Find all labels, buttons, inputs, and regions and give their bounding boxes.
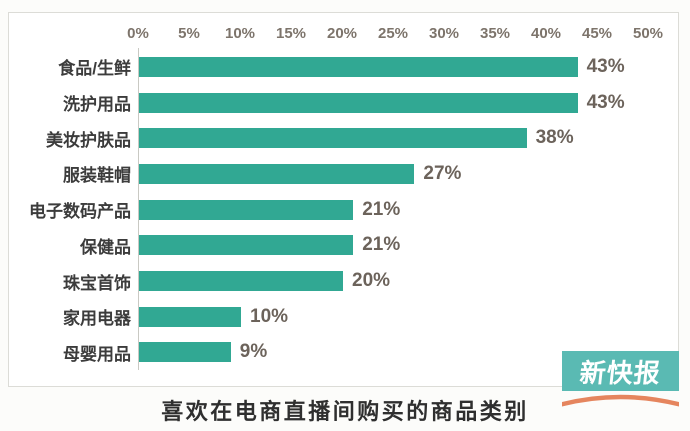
x-axis-tick-label: 40% [530,25,562,42]
x-axis-tick-label: 0% [127,25,149,42]
bar-value-label: 20% [352,270,391,292]
chart-caption: 喜欢在电商直播间购买的商品类别 [161,399,529,424]
category-label: 美妆护肤品 [46,130,131,150]
category-label: 保健品 [80,237,131,257]
bar [139,56,578,77]
category-label: 珠宝首饰 [63,273,131,293]
x-axis-tick-label: 5% [178,25,200,42]
bar-value-label: 27% [423,162,462,184]
bar-row: 食品/生鲜 43% [9,49,678,85]
x-axis-tick-label: 50% [632,25,664,42]
category-label: 电子数码产品 [29,202,131,222]
x-axis-tick-label: 10% [224,25,256,42]
bar-row: 洗护用品 43% [9,85,678,121]
bar-row: 母婴用品 9% [9,335,678,371]
x-axis-tick-label: 45% [581,25,613,42]
category-label: 服装鞋帽 [63,166,131,186]
bar [139,235,354,256]
bar-row: 保健品 21% [9,228,678,264]
x-axis-tick-label: 20% [326,25,358,42]
bar-value-label: 21% [362,234,401,256]
x-axis-tick-label: 15% [275,25,307,42]
bar [139,271,343,292]
bar-row: 美妆护肤品 38% [9,120,678,156]
bar-row: 服装鞋帽 27% [9,156,678,192]
bar [139,342,231,363]
category-label: 家用电器 [63,309,131,329]
logo-box: 新快报 [562,351,679,391]
category-label: 母婴用品 [63,344,131,364]
plot-area: 0% 5% 10% 15% 20% 25% 30% 35% 40% 45% 50% 食品/生鲜 43% 洗… [9,13,678,386]
bar-value-label: 43% [586,91,625,113]
x-axis-tick-label: 25% [377,25,409,42]
bar-value-label: 38% [535,127,574,149]
category-axis-line [138,48,139,370]
bar [139,163,415,184]
bar [139,92,578,113]
bar [139,128,527,149]
bar-value-label: 9% [239,341,268,363]
category-label: 食品/生鲜 [58,59,131,79]
logo-text: 新快报 [578,357,663,388]
newspaper-logo: 新快报 [562,351,679,408]
bar-row: 家用电器 10% [9,299,678,335]
logo-swoosh-icon [562,394,679,407]
bar-value-label: 21% [362,198,401,220]
category-label: 洗护用品 [63,95,131,115]
bar [139,199,354,220]
x-axis-tick-label: 30% [428,25,460,42]
chart-panel: 0% 5% 10% 15% 20% 25% 30% 35% 40% 45% 50% 食品/生鲜 43% 洗… [8,12,679,387]
bar-row: 电子数码产品 21% [9,192,678,228]
bar [139,306,241,327]
bar-value-label: 10% [250,305,289,327]
bar-row: 珠宝首饰 20% [9,263,678,299]
bar-value-label: 43% [586,55,625,77]
x-axis-tick-label: 35% [479,25,511,42]
